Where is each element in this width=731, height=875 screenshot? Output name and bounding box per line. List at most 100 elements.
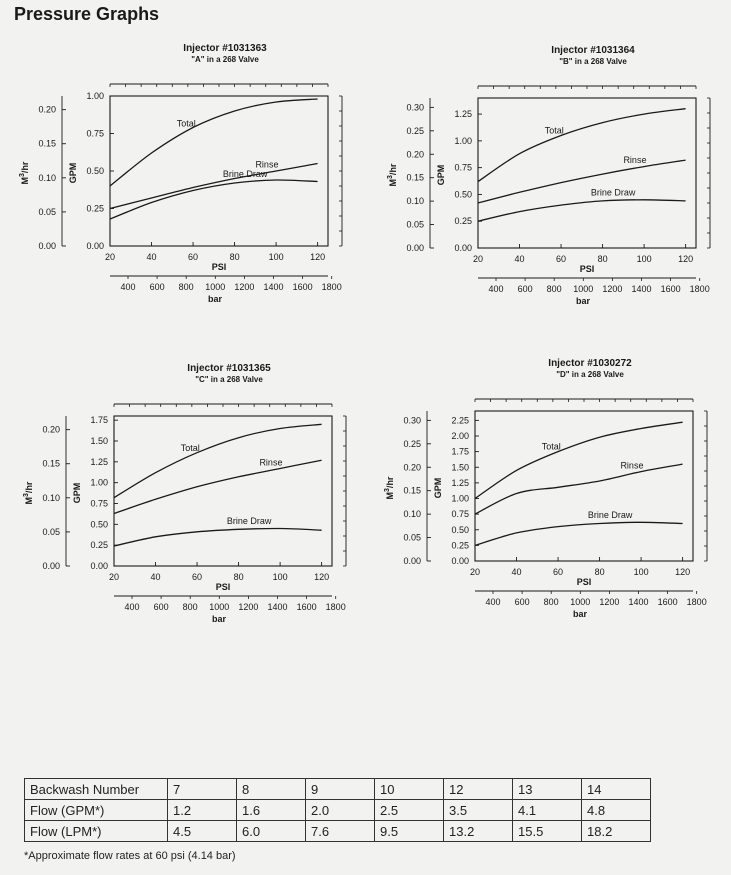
- y2-axis-title: M3/hr: [19, 161, 30, 184]
- x-tick-label: 80: [598, 254, 608, 264]
- table-cell: 9: [305, 778, 375, 800]
- table-cell: 10: [374, 778, 444, 800]
- x-axis-title: PSI: [212, 262, 227, 272]
- x2-tick-label: 1800: [322, 282, 342, 292]
- y-tick-label: 2.00: [451, 431, 469, 441]
- y-axis-title: GPM: [433, 478, 443, 499]
- x2-axis-title: bar: [208, 294, 223, 304]
- chart-title: Injector #1031365: [187, 363, 271, 374]
- y-tick-label: 0.25: [454, 216, 472, 226]
- x-tick-label: 60: [188, 252, 198, 262]
- y-tick-label: 0.00: [86, 241, 104, 251]
- y2-tick-label: 0.25: [406, 126, 424, 136]
- table-cell: 7: [167, 778, 237, 800]
- x-tick-label: 40: [147, 252, 157, 262]
- row-label: Flow (GPM*): [24, 799, 168, 821]
- x2-tick-label: 1000: [209, 602, 229, 612]
- chart-injector-b: Injector #1031364 "B" in a 268 Valve 0.0…: [368, 42, 728, 372]
- x-tick-label: 20: [109, 572, 119, 582]
- y-tick-label: 0.00: [90, 561, 108, 571]
- page-title: Pressure Graphs: [14, 4, 160, 24]
- table-cell: 9.5: [374, 820, 444, 842]
- chart-header: Injector #1031364 "B" in a 268 Valve: [473, 45, 713, 66]
- plot-frame: [474, 410, 694, 562]
- y2-axis-title: M3/hr: [387, 163, 398, 186]
- series-brine-draw-label: Brine Draw: [223, 169, 268, 179]
- table-cell: 15.5: [512, 820, 582, 842]
- x-tick-label: 120: [314, 572, 329, 582]
- x2-tick-label: 600: [150, 282, 165, 292]
- x-tick-label: 80: [230, 252, 240, 262]
- y2-tick-label: 0.20: [403, 462, 421, 472]
- y-tick-label: 0.50: [90, 519, 108, 529]
- x-tick-label: 60: [556, 254, 566, 264]
- x2-axis-title: bar: [212, 614, 227, 624]
- y-tick-label: 1.00: [86, 91, 104, 101]
- y-tick-label: 0.00: [454, 243, 472, 253]
- x-tick-label: 80: [595, 567, 605, 577]
- y2-tick-label: 0.15: [42, 459, 60, 469]
- y-tick-label: 0.25: [86, 204, 104, 214]
- chart-header: Injector #1031363 "A" in a 268 Valve: [105, 43, 345, 64]
- chart-title: Injector #1031364: [551, 45, 635, 56]
- x2-tick-label: 1600: [297, 602, 317, 612]
- table-cell: 4.8: [581, 799, 651, 821]
- table-cell: 4.5: [167, 820, 237, 842]
- series-rinse-line: [109, 162, 318, 210]
- x2-tick-label: 400: [120, 282, 135, 292]
- y2-tick-label: 0.15: [38, 139, 56, 149]
- series-rinse-line: [474, 463, 683, 515]
- x-tick-label: 120: [678, 254, 693, 264]
- table-cell: 13: [512, 778, 582, 800]
- table-cell: 7.6: [305, 820, 375, 842]
- x2-tick-label: 400: [488, 284, 503, 294]
- chart-injector-d: Injector #1030272 "D" in a 268 Valve 0.0…: [365, 355, 725, 685]
- y-tick-label: 1.75: [90, 415, 108, 425]
- x-tick-label: 20: [105, 252, 115, 262]
- table-cell: 8: [236, 778, 306, 800]
- x2-tick-label: 1000: [570, 597, 590, 607]
- x2-tick-label: 800: [179, 282, 194, 292]
- y-tick-label: 0.75: [454, 163, 472, 173]
- table-cell: 3.5: [443, 799, 513, 821]
- series-total-label: Total: [177, 119, 196, 129]
- x2-tick-label: 1800: [687, 597, 707, 607]
- y2-axis-title: M3/hr: [384, 476, 395, 499]
- y2-tick-label: 0.20: [406, 149, 424, 159]
- chart-header: Injector #1030272 "D" in a 268 Valve: [470, 358, 710, 379]
- x-tick-label: 20: [473, 254, 483, 264]
- x-axis-title: PSI: [577, 577, 592, 587]
- x-tick-label: 100: [269, 252, 284, 262]
- chart-subtitle: "D" in a 268 Valve: [556, 370, 624, 379]
- x2-axis-title: bar: [576, 296, 591, 306]
- y2-tick-label: 0.15: [406, 173, 424, 183]
- x2-tick-label: 1400: [267, 602, 287, 612]
- y2-tick-label: 0.20: [38, 105, 56, 115]
- y2-tick-label: 0.15: [403, 486, 421, 496]
- y-tick-label: 1.25: [90, 457, 108, 467]
- y-tick-label: 0.50: [86, 166, 104, 176]
- table-cell: 2.0: [305, 799, 375, 821]
- y2-tick-label: 0.10: [406, 196, 424, 206]
- y2-tick-label: 0.00: [403, 556, 421, 566]
- x2-tick-label: 1000: [573, 284, 593, 294]
- x-tick-label: 100: [637, 254, 652, 264]
- y2-tick-label: 0.00: [406, 243, 424, 253]
- x2-tick-label: 800: [183, 602, 198, 612]
- table-cell: 6.0: [236, 820, 306, 842]
- y-tick-label: 1.00: [451, 494, 469, 504]
- x-tick-label: 40: [151, 572, 161, 582]
- chart-svg: 0.00 0.25 0.50 0.75 1.00 1.25 GPM 0.00 0.05 0.10 0…: [387, 85, 711, 306]
- x-tick-label: 60: [192, 572, 202, 582]
- chart-svg: 0.00 0.25 0.50 0.75 1.00 GPM 0.00 0.05 0.10 0.15 0…: [19, 83, 343, 304]
- series-rinse-label: Rinse: [259, 457, 282, 467]
- y-tick-label: 1.00: [454, 136, 472, 146]
- y-axis-title: GPM: [436, 165, 446, 186]
- x-tick-label: 40: [515, 254, 525, 264]
- table-cell: 12: [443, 778, 513, 800]
- y-tick-label: 0.25: [451, 540, 469, 550]
- x2-tick-label: 800: [547, 284, 562, 294]
- x2-axis-title: bar: [573, 609, 588, 619]
- x-tick-label: 20: [470, 567, 480, 577]
- y-tick-label: 0.75: [86, 129, 104, 139]
